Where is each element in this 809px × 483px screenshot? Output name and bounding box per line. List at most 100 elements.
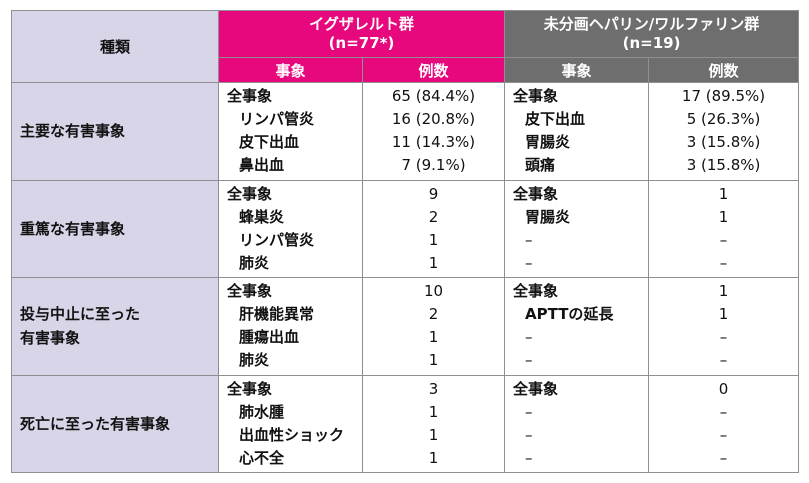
- event-item: 肺炎: [239, 253, 270, 272]
- event-item: 蜂巣炎: [239, 207, 285, 226]
- event-item: APTTの延長: [525, 305, 614, 323]
- group1-events: 全事象肝機能異常腫瘍出血肺炎: [218, 277, 363, 376]
- group1-count-header: 例数: [361, 57, 506, 83]
- event-item: 肺炎: [239, 351, 270, 369]
- event-item: –: [525, 425, 533, 444]
- event-item: 胃腸炎: [525, 133, 571, 151]
- group1-name: イグザレルト群: [309, 15, 414, 33]
- event-item: –: [525, 328, 533, 346]
- event-item: 全事象: [513, 379, 559, 398]
- table-row: 主要な有害事象 全事象 リンパ管炎 皮下出血 鼻出血 65 (84.4%) 16 (20.8…: [11, 82, 800, 181]
- event-item: 全事象: [513, 282, 559, 300]
- event-item: 肝機能異常: [239, 305, 315, 323]
- event-item: 全事象: [513, 184, 559, 203]
- count-item: 1: [428, 230, 439, 249]
- row-kind: 死亡に至った有害事象: [11, 374, 219, 473]
- count-item: –: [719, 230, 728, 249]
- event-item: 肺水腫: [239, 402, 285, 421]
- table-row: 死亡に至った有害事象 全事象 肺水腫 出血性ショック 心不全 3 1 1 1 全事象 – – – 0 – – –: [11, 374, 800, 473]
- count-item: 10: [423, 282, 444, 300]
- group1-header: イグザレルト群 (n=77*): [217, 10, 506, 58]
- group1-counts: 9 2 1 1: [361, 179, 506, 278]
- event-item: 全事象: [227, 379, 273, 398]
- row-kind-line: 投与中止に至った: [20, 305, 141, 324]
- adverse-events-table: 種類 イグザレルト群 (n=77*) 未分画ヘパリン/ワルファリン群 (n=19…: [11, 10, 800, 473]
- count-item: 1: [718, 207, 729, 226]
- group2-events: 全事象胃腸炎 – –: [504, 179, 650, 278]
- event-item: –: [525, 351, 533, 369]
- group1-events: 全事象肺水腫出血性ショック 心不全: [218, 374, 363, 473]
- group2-n: (n=19): [622, 34, 681, 52]
- count-item: 1: [428, 448, 439, 467]
- count-item: –: [719, 351, 728, 369]
- count-item: 3 (15.8%): [686, 133, 761, 151]
- count-item: 2: [428, 207, 439, 226]
- count-item: 1: [428, 402, 439, 421]
- row-kind-label: 重篤な有害事象: [20, 219, 126, 238]
- group2-counts: 0 – – –: [648, 374, 800, 473]
- event-item: 腫瘍出血: [239, 328, 300, 346]
- count-item: 11 (14.3%): [391, 133, 476, 151]
- count-item: 1: [428, 253, 439, 272]
- event-item: –: [525, 448, 533, 467]
- group1-event-header: 事象: [218, 57, 363, 83]
- count-item: 1: [718, 184, 729, 203]
- count-item: 16 (20.8%): [391, 110, 476, 128]
- group2-counts: 1 1 – –: [648, 179, 800, 278]
- event-item: リンパ管炎: [239, 110, 315, 128]
- count-item: 3 (15.8%): [686, 156, 761, 174]
- count-item: 2: [428, 305, 439, 323]
- group1-counts: 65 (84.4%) 16 (20.8%) 11 (14.3%) 7 (9.1%): [361, 82, 506, 181]
- kind-header: 種類: [11, 10, 219, 83]
- count-item: 7 (9.1%): [401, 156, 466, 174]
- event-item: 鼻出血: [239, 156, 285, 174]
- count-item: 1: [718, 282, 729, 300]
- group2-name: 未分画ヘパリン/ワルファリン群: [543, 15, 760, 33]
- count-item: –: [719, 328, 728, 346]
- group2-event-header: 事象: [504, 57, 650, 83]
- group-header-row: 種類 イグザレルト群 (n=77*) 未分画ヘパリン/ワルファリン群 (n=19…: [11, 10, 800, 83]
- group2-events: 全事象 APTTの延長 – –: [504, 277, 650, 376]
- count-item: 65 (84.4%): [391, 87, 476, 105]
- group1-events: 全事象リンパ管炎皮下出血鼻出血: [218, 82, 363, 181]
- row-kind: 投与中止に至った 有害事象: [11, 277, 219, 376]
- count-item: 0: [718, 379, 729, 398]
- count-item: 5 (26.3%): [686, 110, 761, 128]
- event-item: 皮下出血: [239, 133, 300, 151]
- row-kind: 重篤な有害事象: [11, 179, 219, 278]
- row-kind-label: 死亡に至った有害事象: [20, 414, 171, 433]
- event-item: 出血性ショック: [239, 425, 345, 444]
- count-item: –: [719, 425, 728, 444]
- event-item: 胃腸炎: [525, 207, 571, 226]
- event-item: –: [525, 253, 533, 272]
- count-item: 1: [428, 425, 439, 444]
- group1-events: 全事象 蜂巣炎 リンパ管炎 肺炎: [218, 179, 363, 278]
- event-item: 皮下出血: [525, 110, 586, 128]
- row-kind-label: 主要な有害事象: [20, 122, 126, 141]
- group1-counts: 3 1 1 1: [361, 374, 506, 473]
- count-item: 1: [428, 351, 439, 369]
- row-kind: 主要な有害事象: [11, 82, 219, 181]
- group2-counts: 1 1 – –: [648, 277, 800, 376]
- count-item: 1: [428, 328, 439, 346]
- kind-header-label: 種類: [99, 38, 130, 56]
- event-item: 全事象: [227, 87, 273, 105]
- subheader-row: 事象 例数 事象 例数: [12, 57, 800, 83]
- count-item: –: [719, 448, 728, 467]
- count-item: 17 (89.5%): [681, 87, 766, 105]
- count-item: 9: [428, 184, 439, 203]
- event-item: 全事象: [227, 282, 273, 300]
- table-row: 重篤な有害事象 全事象 蜂巣炎 リンパ管炎 肺炎 9 2 1 1 全事象 胃腸炎 – – 1 1 – –: [11, 179, 800, 278]
- event-item: –: [525, 230, 533, 249]
- count-item: –: [719, 253, 728, 272]
- group1-n: (n=77*): [328, 34, 395, 52]
- group2-count-header: 例数: [648, 57, 800, 83]
- event-item: 全事象: [227, 184, 273, 203]
- row-kind-line: 有害事象: [20, 329, 81, 348]
- event-item: 頭痛: [525, 156, 556, 174]
- event-item: 全事象: [513, 87, 559, 105]
- event-item: 心不全: [239, 448, 285, 467]
- count-item: 1: [718, 305, 729, 323]
- group2-events: 全事象皮下出血胃腸炎頭痛: [504, 82, 650, 181]
- event-item: –: [525, 402, 533, 421]
